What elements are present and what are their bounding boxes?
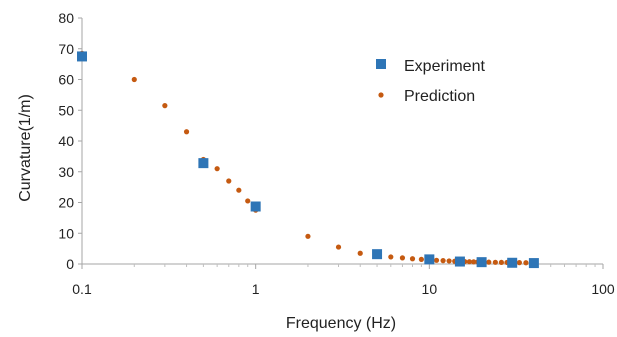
prediction-point [335,244,342,250]
prediction-point [471,259,477,265]
series-experiment [77,51,539,269]
x-tick-label: 100 [591,281,615,297]
prediction-point [226,178,232,184]
prediction-point [486,259,492,265]
legend: Experiment Prediction [376,58,485,105]
series-prediction [79,50,537,266]
prediction-point [523,260,529,266]
x-tick-label: 0.1 [72,281,92,297]
legend-prediction-marker [378,92,384,98]
experiment-point [424,254,435,265]
y-tick-label: 80 [58,10,74,26]
prediction-point [245,198,251,204]
prediction-point [131,76,137,83]
prediction-point [466,259,472,265]
y-tick-label: 60 [58,72,74,88]
y-ticks: 0 10 20 30 40 50 60 70 80 [58,10,82,272]
prediction-point [388,254,394,260]
prediction-point [498,259,505,266]
legend-prediction-label: Prediction [404,88,475,105]
x-ticks: 0.1 1 10 100 [72,264,615,297]
legend-experiment-marker [376,59,386,69]
experiment-point [476,257,487,268]
prediction-point [357,250,363,256]
experiment-point [528,258,539,269]
experiment-point [77,51,87,62]
y-tick-label: 0 [66,256,74,272]
x-tick-label: 1 [252,281,260,297]
y-tick-label: 20 [58,195,74,211]
experiment-point [454,256,465,267]
prediction-point [433,257,440,263]
experiment-point [372,249,383,260]
y-tick-label: 70 [58,41,74,57]
prediction-point [236,187,242,193]
x-tick-label: 10 [422,281,438,297]
prediction-point [446,258,452,264]
prediction-point [183,129,190,135]
prediction-point [305,233,311,239]
y-tick-label: 50 [58,102,74,118]
experiment-point [250,201,261,212]
plot-axes [81,18,603,265]
y-tick-label: 40 [58,133,74,149]
prediction-point [440,258,446,264]
experiment-point [507,257,518,268]
prediction-point [409,256,416,262]
x-axis-title: Frequency (Hz) [286,315,396,332]
y-tick-label: 30 [58,164,74,180]
y-axis-title: Curvature(1/m) [17,94,34,202]
legend-experiment-label: Experiment [404,58,485,75]
prediction-point [399,255,406,261]
prediction-point [214,166,220,172]
prediction-point [162,103,168,109]
y-tick-label: 10 [58,225,74,241]
prediction-point [492,259,498,265]
prediction-point [516,260,522,266]
experiment-point [198,158,209,169]
prediction-point [418,256,424,262]
